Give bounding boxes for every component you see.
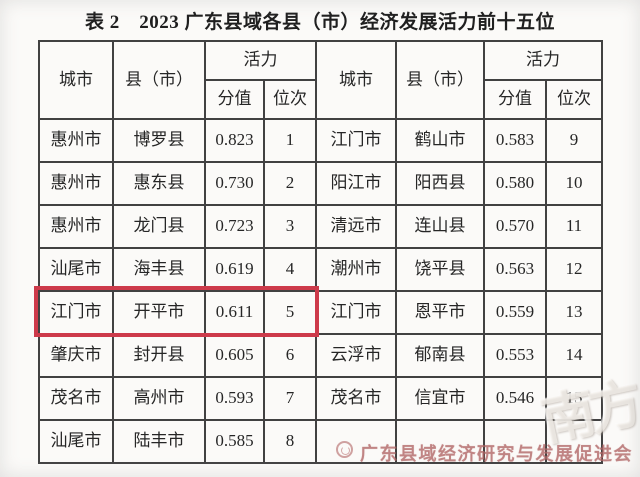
vitality-ranking-table: 城市 县（市） 活力 城市 县（市） 活力 分值 位次 分值 位次 惠州市 博罗… [38,40,603,464]
cell-city: 惠州市 [38,118,114,163]
cell-city: 惠州市 [38,204,114,249]
cell-rank: 15 [545,376,603,421]
table-row: 惠州市 惠东县 0.730 2 阳江市 阳西县 0.580 10 [38,161,603,206]
cell-score: 0.546 [483,376,547,421]
cell-county [395,419,485,464]
header-county-right: 县（市） [395,40,485,120]
table-row: 汕尾市 海丰县 0.619 4 潮州市 饶平县 0.563 12 [38,247,603,292]
cell-rank: 12 [545,247,603,292]
header-city-right: 城市 [315,40,397,120]
cell-city: 肇庆市 [38,333,114,378]
cell-county: 陆丰市 [112,419,206,464]
cell-county: 开平市 [112,290,206,335]
header-county-left: 县（市） [112,40,206,120]
cell-rank: 3 [263,204,317,249]
cell-city: 汕尾市 [38,419,114,464]
association-logo-icon [336,441,353,458]
cell-city: 汕尾市 [38,247,114,292]
cell-score: 0.585 [204,419,265,464]
cell-city: 阳江市 [315,161,397,206]
cell-score: 0.570 [483,204,547,249]
cell-score: 0.553 [483,333,547,378]
cell-rank: 8 [263,419,317,464]
cell-city: 茂名市 [38,376,114,421]
association-watermark: 广东县域经济研究与发展促进会 [360,444,633,464]
cell-rank: 14 [545,333,603,378]
cell-score: 0.730 [204,161,265,206]
table-row-highlighted: 江门市 开平市 0.611 5 江门市 恩平市 0.559 13 [38,290,603,335]
cell-county: 连山县 [395,204,485,249]
cell-county: 信宜市 [395,376,485,421]
cell-rank: 4 [263,247,317,292]
cell-city: 清远市 [315,204,397,249]
header-row-2: 分值 位次 分值 位次 [39,79,603,120]
cell-score: 0.611 [204,290,265,335]
cell-score: 0.583 [483,118,547,163]
cell-city: 惠州市 [38,161,114,206]
cell-county: 海丰县 [112,247,206,292]
cell-city: 江门市 [38,290,114,335]
cell-score: 0.580 [483,161,547,206]
cell-rank: 2 [263,161,317,206]
header-score-left: 分值 [204,79,265,120]
cell-county: 高州市 [112,376,206,421]
cell-score: 0.823 [204,118,265,163]
cell-score [483,419,547,464]
header-city-left: 城市 [38,40,114,120]
cell-city: 潮州市 [315,247,397,292]
header-row-1: 城市 县（市） 活力 城市 县（市） 活力 [38,40,603,120]
cell-score: 0.563 [483,247,547,292]
header-vitality-right: 活力 [483,40,603,81]
cell-score: 0.723 [204,204,265,249]
cell-county: 恩平市 [395,290,485,335]
cell-rank: 9 [545,118,603,163]
cell-rank: 10 [545,161,603,206]
cell-rank: 11 [545,204,603,249]
header-rank-right: 位次 [545,79,603,120]
cell-rank: 5 [263,290,317,335]
cell-rank: 6 [263,333,317,378]
cell-county: 惠东县 [112,161,206,206]
cell-rank: 7 [263,376,317,421]
cell-city: 云浮市 [315,333,397,378]
cell-county: 阳西县 [395,161,485,206]
cell-rank [545,419,603,464]
cell-county: 鹤山市 [395,118,485,163]
cell-score: 0.593 [204,376,265,421]
cell-county: 饶平县 [395,247,485,292]
cell-county: 郁南县 [395,333,485,378]
table-row: 茂名市 高州市 0.593 7 茂名市 信宜市 0.546 15 [38,376,603,421]
cell-score: 0.619 [204,247,265,292]
cell-rank: 1 [263,118,317,163]
cell-city [315,419,397,464]
cell-county: 龙门县 [112,204,206,249]
page-title: 表 2 2023 广东县域各县（市）经济发展活力前十五位 [84,12,555,33]
table-row: 惠州市 博罗县 0.823 1 江门市 鹤山市 0.583 9 [38,118,603,163]
header-vitality-left: 活力 [204,40,317,81]
cell-score: 0.559 [483,290,547,335]
cell-rank: 13 [545,290,603,335]
cell-city: 茂名市 [315,376,397,421]
table-row: 惠州市 龙门县 0.723 3 清远市 连山县 0.570 11 [38,204,603,249]
header-rank-left: 位次 [263,79,317,120]
cell-city: 江门市 [315,118,397,163]
cell-score: 0.605 [204,333,265,378]
cell-county: 博罗县 [112,118,206,163]
cell-county: 封开县 [112,333,206,378]
table-row: 肇庆市 封开县 0.605 6 云浮市 郁南县 0.553 14 [38,333,603,378]
header-score-right: 分值 [483,79,547,120]
table-row: 汕尾市 陆丰市 0.585 8 [38,419,603,464]
cell-city: 江门市 [315,290,397,335]
